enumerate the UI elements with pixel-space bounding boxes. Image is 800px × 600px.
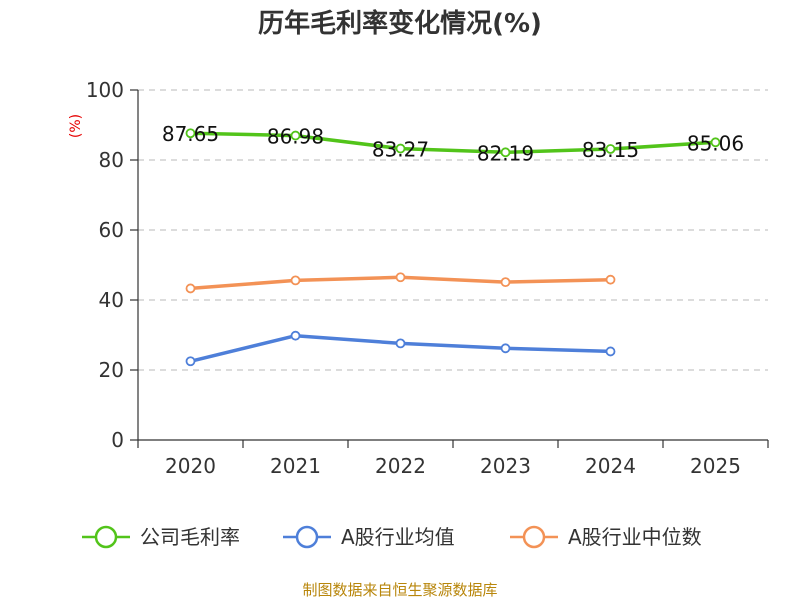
- data-label: 85.06: [687, 131, 744, 155]
- y-tick-label: 80: [99, 148, 124, 172]
- data-point: [605, 144, 616, 154]
- data-point: [500, 147, 511, 158]
- data-point: [605, 346, 616, 357]
- data-point: [395, 272, 406, 283]
- data-point: [605, 274, 616, 285]
- x-tick-label: 2022: [375, 454, 426, 478]
- data-point: [395, 338, 406, 349]
- source-note: 制图数据来自恒生聚源数据库: [302, 581, 497, 599]
- chart-title: 历年毛利率变化情况(%): [258, 8, 542, 39]
- legend-marker-0: [94, 525, 118, 549]
- gridlines: [138, 89, 768, 371]
- data-point: [710, 137, 721, 148]
- x-tick-label: 2025: [690, 454, 741, 478]
- y-tick-label: 60: [99, 218, 124, 242]
- data-labels: 87.65 86.98 83.27 82.19 83.15 85.06: [162, 122, 744, 165]
- y-tick-label: 40: [99, 288, 124, 312]
- legend-marker-1: [295, 525, 319, 549]
- y-axis-unit-label: (%): [68, 114, 84, 138]
- legend-label: A股行业均值: [341, 525, 455, 549]
- data-point: [185, 356, 196, 367]
- series-line-0: [188, 131, 718, 155]
- data-point: [395, 143, 406, 154]
- data-point: [290, 130, 301, 141]
- series-lines: [185, 128, 721, 367]
- x-tick-label: 2024: [585, 454, 636, 478]
- x-tick-label: 2021: [270, 454, 321, 478]
- data-point: [290, 275, 301, 286]
- x-tick-label: 2020: [165, 454, 216, 478]
- data-label: 82.19: [477, 141, 534, 165]
- legend: 公司毛利率 A股行业均值 A股行业中位数: [82, 525, 702, 549]
- data-point: [500, 343, 511, 354]
- data-label: 83.27: [372, 138, 429, 162]
- data-label: 87.65: [162, 122, 219, 146]
- y-tick-label: 20: [99, 358, 124, 382]
- x-tick-label: 2023: [480, 454, 531, 478]
- data-label: 83.15: [582, 138, 639, 162]
- data-point: [290, 330, 301, 341]
- data-point: [500, 277, 511, 288]
- legend-label: A股行业中位数: [568, 525, 702, 549]
- axes: 0 20 40 60 80 100 2020 2021 2022 2023 2024 2025: [86, 78, 769, 478]
- legend-label: 公司毛利率: [140, 525, 240, 549]
- data-label: 86.98: [267, 125, 324, 149]
- data-point: [185, 128, 196, 139]
- y-tick-label: 0: [111, 428, 124, 452]
- y-tick-label: 100: [86, 78, 124, 102]
- legend-marker-2: [522, 525, 546, 549]
- data-point: [185, 283, 196, 294]
